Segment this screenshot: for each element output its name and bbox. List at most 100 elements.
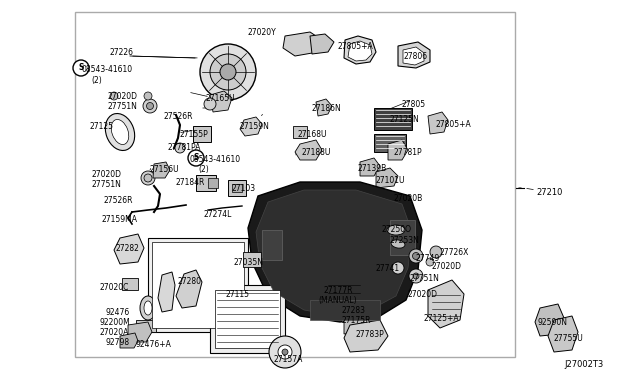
Polygon shape: [548, 316, 578, 352]
Polygon shape: [398, 42, 430, 68]
Text: 27188U: 27188U: [302, 148, 332, 157]
Polygon shape: [344, 320, 388, 352]
Polygon shape: [535, 304, 564, 336]
Polygon shape: [388, 140, 408, 160]
Polygon shape: [360, 158, 380, 176]
Text: 27755U: 27755U: [554, 334, 584, 343]
Text: 27726X: 27726X: [440, 248, 469, 257]
Circle shape: [220, 64, 236, 80]
Circle shape: [188, 150, 204, 166]
Text: 27806: 27806: [404, 52, 428, 61]
Text: 27101U: 27101U: [376, 176, 406, 185]
Polygon shape: [376, 168, 398, 188]
Text: 27020Y: 27020Y: [248, 28, 276, 37]
Text: 92200M: 92200M: [100, 318, 131, 327]
Bar: [152, 242, 244, 328]
Circle shape: [110, 92, 118, 100]
Circle shape: [392, 262, 404, 274]
Circle shape: [430, 246, 442, 258]
Bar: [75, 12, 515, 357]
Bar: [196, 175, 216, 191]
Ellipse shape: [140, 296, 156, 320]
Text: 27035N: 27035N: [234, 258, 264, 267]
Polygon shape: [342, 301, 363, 322]
Text: 27526R: 27526R: [104, 196, 134, 205]
Text: 27125+A: 27125+A: [424, 314, 460, 323]
Text: 27139B: 27139B: [358, 164, 387, 173]
Text: 27157A: 27157A: [274, 355, 303, 364]
Text: 27280: 27280: [177, 277, 201, 286]
Text: 27749: 27749: [415, 254, 439, 263]
Bar: [228, 180, 246, 196]
Circle shape: [269, 336, 301, 368]
Text: 27781P: 27781P: [394, 148, 422, 157]
Ellipse shape: [144, 301, 152, 315]
Text: 27805: 27805: [402, 100, 426, 109]
Circle shape: [143, 99, 157, 113]
Text: 27274L: 27274L: [203, 210, 232, 219]
Bar: [310, 300, 380, 320]
Circle shape: [282, 349, 288, 355]
Text: 27020B: 27020B: [394, 194, 423, 203]
Polygon shape: [240, 117, 262, 136]
Text: 27168U: 27168U: [298, 130, 328, 139]
Bar: [148, 238, 248, 332]
Polygon shape: [320, 278, 362, 318]
Text: 08543-41610: 08543-41610: [82, 65, 133, 74]
Polygon shape: [403, 47, 424, 65]
Circle shape: [144, 92, 152, 100]
Circle shape: [204, 98, 216, 110]
Polygon shape: [428, 112, 448, 134]
Polygon shape: [316, 99, 332, 116]
Circle shape: [409, 249, 423, 263]
Bar: [390, 220, 415, 255]
Text: 27210: 27210: [536, 188, 563, 197]
Circle shape: [147, 103, 154, 109]
Text: 27781PA: 27781PA: [168, 143, 202, 152]
Text: 92476+A: 92476+A: [136, 340, 172, 349]
Ellipse shape: [391, 240, 405, 248]
Text: (2): (2): [198, 165, 209, 174]
Bar: [122, 278, 138, 290]
Text: 27020A: 27020A: [100, 328, 129, 337]
Text: 27175R: 27175R: [342, 316, 371, 325]
Polygon shape: [153, 162, 170, 178]
Text: 27155P: 27155P: [180, 130, 209, 139]
Polygon shape: [428, 280, 464, 328]
Polygon shape: [248, 182, 422, 322]
Text: 27020D: 27020D: [108, 92, 138, 101]
Text: 92798: 92798: [105, 338, 129, 347]
Text: S: S: [193, 154, 198, 163]
Polygon shape: [283, 32, 322, 56]
Text: 27805+A: 27805+A: [436, 120, 472, 129]
Ellipse shape: [106, 113, 134, 151]
Bar: [374, 134, 406, 152]
Text: 27125: 27125: [90, 122, 114, 131]
Text: 27751N: 27751N: [410, 274, 440, 283]
Circle shape: [145, 174, 152, 182]
Circle shape: [200, 44, 256, 100]
Polygon shape: [120, 333, 138, 348]
Text: 27165U: 27165U: [205, 94, 235, 103]
Bar: [293, 126, 307, 138]
Text: (MANUAL): (MANUAL): [318, 296, 356, 305]
Text: 27020C: 27020C: [100, 283, 129, 292]
Circle shape: [141, 171, 155, 185]
Text: 27156U: 27156U: [150, 165, 180, 174]
Text: 27283: 27283: [342, 306, 366, 315]
Text: 27115: 27115: [226, 290, 250, 299]
Text: 27177R: 27177R: [323, 286, 353, 295]
Text: J27002T3: J27002T3: [564, 360, 604, 369]
Bar: [374, 108, 412, 130]
Text: 27805+A: 27805+A: [338, 42, 374, 51]
Text: 27186N: 27186N: [312, 104, 342, 113]
Polygon shape: [295, 140, 322, 160]
Bar: [210, 285, 285, 353]
Text: 08543-41610: 08543-41610: [189, 155, 240, 164]
Bar: [208, 178, 218, 188]
Bar: [193, 126, 211, 142]
Polygon shape: [344, 312, 364, 334]
Text: 27020D: 27020D: [408, 290, 438, 299]
Bar: [136, 320, 156, 332]
Bar: [215, 290, 280, 348]
